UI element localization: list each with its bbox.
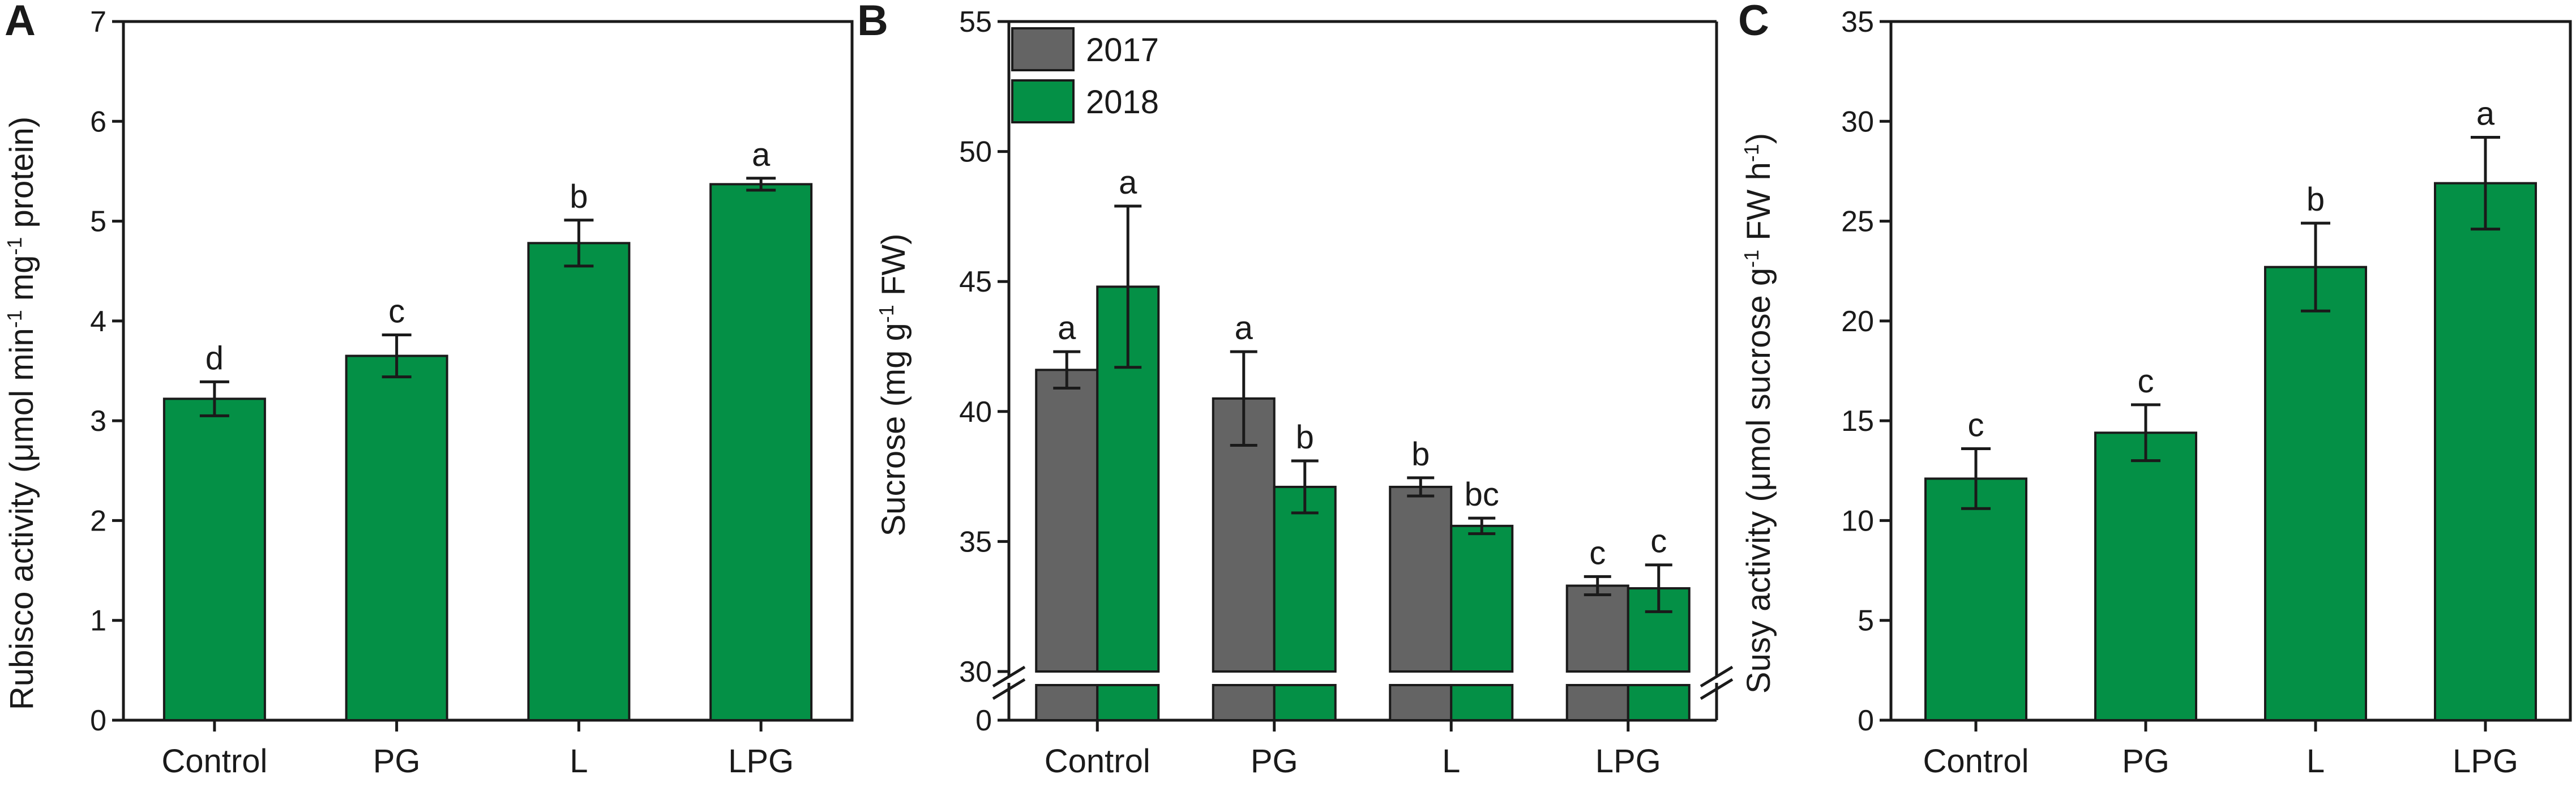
plot-frame: [1889, 20, 2572, 722]
y-tick-label: 35: [1841, 6, 1874, 39]
bar-stub-2017: [1389, 684, 1453, 721]
bar: [2434, 182, 2537, 721]
significance-letter: a: [1058, 310, 1076, 347]
panel-c: C Susy activity (μmol sucrose g-1 FW h-1…: [1738, 0, 2572, 780]
x-tick-label: L: [570, 743, 588, 780]
legend-swatch-2017: [1011, 27, 1075, 71]
legend-label-2018: 2018: [1086, 84, 1159, 121]
bar-2017: [1565, 584, 1629, 673]
panel-b-letter: B: [857, 0, 888, 45]
legend-swatch-2018: [1011, 79, 1075, 123]
y-tick-label: 0: [1858, 704, 1874, 737]
significance-letter: c: [1968, 407, 1984, 444]
x-tick-label: PG: [1251, 743, 1298, 780]
significance-letter: c: [2138, 363, 2154, 400]
bar-stub-2017: [1035, 684, 1099, 721]
significance-letter: b: [1296, 419, 1314, 456]
bar: [1924, 477, 2027, 721]
x-tick-label: L: [1442, 743, 1460, 780]
significance-letter: a: [1119, 164, 1137, 201]
y-tick-label: 6: [90, 105, 106, 138]
significance-letter: a: [1235, 310, 1253, 347]
bar: [527, 242, 631, 721]
bar: [162, 397, 266, 721]
y-tick-label: 35: [959, 525, 992, 558]
axis-break-mark: [1700, 678, 1734, 700]
bar: [345, 354, 448, 721]
y-tick-label: 55: [959, 6, 992, 39]
bar-2017: [1035, 369, 1099, 673]
bar-stub-2018: [1627, 684, 1691, 721]
x-tick-label: LPG: [728, 743, 794, 780]
y-tick-label: 3: [90, 405, 106, 438]
y-tick-label: 7: [90, 6, 106, 39]
y-tick-label: 30: [959, 656, 992, 688]
y-tick-label: 30: [1841, 105, 1874, 138]
y-tick-label: 5: [1858, 605, 1874, 638]
bar-2017: [1389, 485, 1453, 673]
bar: [2094, 431, 2197, 721]
x-tick-label: L: [2307, 743, 2325, 780]
y-tick-label: 50: [959, 136, 992, 169]
significance-letter: c: [1650, 523, 1667, 560]
y-tick-label: 45: [959, 266, 992, 298]
panel-a: A Rubisco activity (μmol min-1 mg-1 prot…: [3, 0, 854, 780]
bar-stub-2018: [1273, 684, 1337, 721]
bar-stub-2017: [1212, 684, 1276, 721]
bar-2018: [1450, 524, 1514, 673]
panel-b: B Sucrose (mg g-1 FW) 30 35 40 45 50 55 0 Contr…: [857, 0, 1734, 780]
x-tick-label: Control: [1923, 743, 2029, 780]
x-tick-label: LPG: [2453, 743, 2518, 780]
plot-frame: [122, 20, 854, 722]
significance-letter: b: [1411, 436, 1430, 473]
y-tick-label: 40: [959, 396, 992, 429]
axis-break-mark: [992, 678, 1026, 700]
significance-letter: b: [570, 178, 588, 215]
significance-letter: a: [752, 136, 771, 173]
x-tick-label: Control: [1045, 743, 1150, 780]
y-tick-label: 15: [1841, 405, 1874, 438]
legend-label-2017: 2017: [1086, 32, 1159, 69]
y-tick-label: 25: [1841, 206, 1874, 238]
significance-letter: bc: [1465, 476, 1499, 513]
y-tick-label: 4: [90, 305, 106, 338]
bar-stub-2018: [1450, 684, 1514, 721]
x-tick-label: PG: [373, 743, 421, 780]
y-tick-label: 5: [90, 206, 106, 238]
bar: [2264, 266, 2367, 722]
axis-break-mark: [1700, 665, 1734, 688]
significance-letter: b: [2307, 181, 2325, 218]
y-tick-label: 20: [1841, 305, 1874, 338]
x-tick-label: Control: [161, 743, 267, 780]
panel-c-letter: C: [1738, 0, 1769, 45]
axis-break-mark: [992, 665, 1026, 688]
y-tick-label: 0: [90, 704, 106, 737]
bar-2018: [1273, 485, 1337, 673]
y-tick-label: 10: [1841, 504, 1874, 537]
y-tick-label-zero: 0: [975, 704, 992, 737]
bar-stub-2018: [1096, 684, 1160, 721]
panel-a-ylabel: Rubisco activity (μmol min-1 mg-1 protei…: [3, 117, 40, 710]
x-tick-label: LPG: [1595, 743, 1661, 780]
x-tick-label: PG: [2122, 743, 2170, 780]
significance-letter: d: [206, 340, 224, 377]
y-tick-label: 1: [90, 605, 106, 638]
bar: [709, 183, 813, 721]
panel-c-ylabel: Susy activity (μmol sucrose g-1 FW h-1): [1740, 133, 1777, 694]
y-tick-label: 2: [90, 504, 106, 537]
panel-b-ylabel: Sucrose (mg g-1 FW): [875, 234, 912, 537]
panel-a-letter: A: [5, 0, 36, 45]
significance-letter: a: [2476, 95, 2495, 132]
significance-letter: c: [1589, 534, 1606, 571]
bar-stub-2017: [1565, 684, 1629, 721]
significance-letter: c: [388, 293, 405, 330]
